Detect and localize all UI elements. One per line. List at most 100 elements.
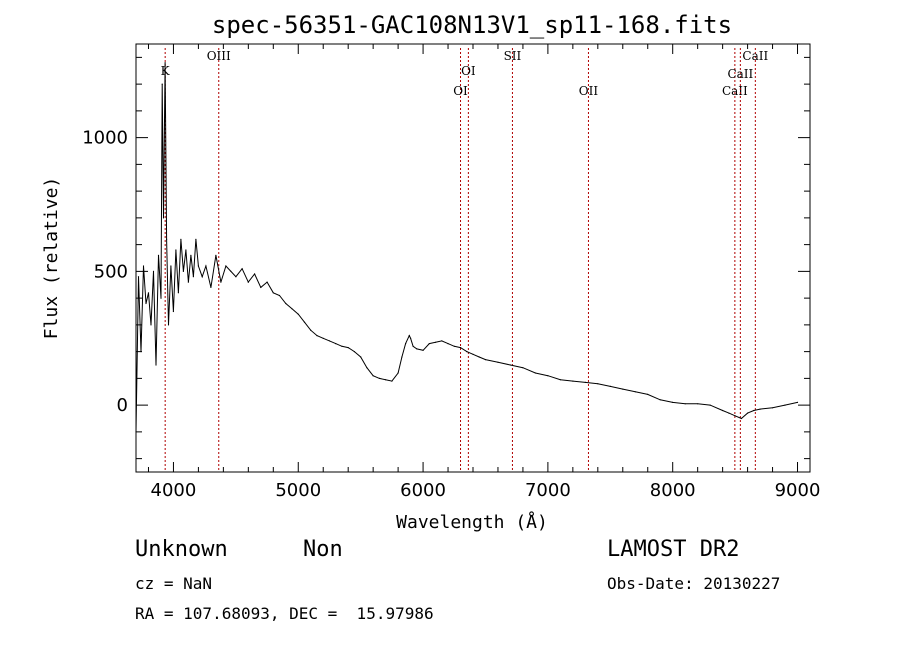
line-marker-label: K bbox=[161, 64, 171, 78]
spectrum-point bbox=[405, 343, 407, 345]
spectrum-point bbox=[391, 380, 393, 382]
coordinates-label: RA = 107.68093, DEC = 15.97986 bbox=[135, 604, 434, 623]
line-marker-label: CaII bbox=[742, 49, 768, 63]
line-marker-label: OI bbox=[461, 64, 476, 78]
spectrum-point bbox=[195, 238, 197, 240]
spectrum-point bbox=[175, 249, 177, 251]
spectrum-point bbox=[497, 361, 499, 363]
spectrum-point bbox=[152, 270, 155, 272]
y-axis-label: Flux (relative) bbox=[41, 177, 62, 340]
spectrum-point bbox=[772, 407, 774, 409]
spectrum-point bbox=[187, 281, 189, 283]
spectrum-point bbox=[428, 343, 430, 345]
spectrum-point bbox=[254, 273, 256, 275]
spectrum-point bbox=[634, 391, 636, 393]
emission-line-markers: K OIII OI OI OII SII CaII CaII CaII bbox=[161, 48, 768, 472]
spectrum-point bbox=[205, 265, 207, 267]
x-tick-label: 6000 bbox=[400, 480, 446, 501]
spectrum-point bbox=[659, 399, 661, 401]
spectrum-point bbox=[609, 385, 611, 387]
subclass-label: Non bbox=[303, 537, 343, 562]
spectrum-point bbox=[459, 347, 462, 349]
spectrum-point bbox=[728, 412, 730, 414]
x-axis-ticks: 4000 5000 6000 7000 8000 9000 bbox=[147, 44, 821, 501]
spectrum-point bbox=[316, 335, 318, 337]
spectrum-point bbox=[167, 324, 170, 326]
x-tick-label: 9000 bbox=[775, 480, 821, 501]
spectrum-point bbox=[177, 292, 179, 294]
spectrum-point bbox=[135, 431, 137, 433]
spectrum-point bbox=[784, 404, 786, 406]
spectrum-point bbox=[155, 364, 157, 366]
spectrum-point bbox=[182, 270, 184, 272]
spectrum-point bbox=[147, 292, 150, 294]
spectrum-point bbox=[328, 340, 331, 342]
line-marker-label: CaII bbox=[722, 84, 748, 98]
spectrum-point bbox=[547, 375, 549, 377]
spectrum-point bbox=[401, 356, 403, 358]
spectrum-point bbox=[297, 313, 299, 315]
spectrum-point bbox=[285, 302, 287, 305]
chart-title: spec-56351-GAC108N13V1_sp11-168.fits bbox=[212, 11, 732, 39]
spectrum-point bbox=[201, 276, 203, 278]
spectrum-point bbox=[509, 364, 511, 366]
spectrum-point bbox=[161, 83, 163, 85]
spectrum-point bbox=[145, 302, 147, 305]
spectrum-point bbox=[522, 367, 524, 369]
spectrum-point bbox=[225, 265, 227, 267]
spectrum-point bbox=[247, 281, 249, 283]
spectrum-point bbox=[260, 286, 262, 288]
spectrum-point bbox=[747, 412, 749, 414]
spectrum-point bbox=[215, 254, 217, 256]
spectrum-point bbox=[170, 265, 172, 267]
spectrum-point bbox=[422, 349, 424, 351]
spectrum-series bbox=[135, 62, 799, 433]
spectrum-point bbox=[140, 351, 142, 353]
spectrum-point bbox=[697, 403, 699, 405]
spectrum-point bbox=[740, 417, 743, 420]
plot-frame bbox=[135, 43, 811, 473]
obs-date-label: Obs-Date: 20130227 bbox=[607, 574, 781, 593]
spectrum-point bbox=[360, 356, 362, 358]
spectrum-line bbox=[135, 62, 798, 432]
plot-border bbox=[135, 43, 811, 473]
spectrum-point bbox=[192, 276, 194, 278]
spectrum-point bbox=[353, 351, 355, 353]
y-tick-label: 1000 bbox=[82, 128, 128, 149]
y-tick-label: 500 bbox=[94, 261, 128, 282]
redshift-label: cz = NaN bbox=[135, 574, 213, 593]
spectrum-point bbox=[572, 380, 574, 382]
spectrum-point bbox=[453, 345, 455, 347]
spectrum-point bbox=[303, 321, 306, 323]
spectrum-point bbox=[278, 294, 281, 297]
spectrum-point bbox=[466, 351, 468, 353]
spectrum-point bbox=[185, 249, 187, 251]
spectrum-point bbox=[408, 335, 410, 337]
spectrum-point bbox=[241, 268, 243, 270]
spectrum-point bbox=[722, 409, 724, 412]
spectrum-point bbox=[341, 345, 343, 347]
survey-label: LAMOST DR2 bbox=[607, 537, 740, 562]
spectrum-point bbox=[164, 62, 166, 64]
spectrum-point bbox=[160, 297, 162, 299]
spectrum-point bbox=[310, 329, 312, 331]
spectrum-point bbox=[622, 388, 624, 390]
spectrum-point bbox=[759, 408, 761, 410]
spectrum-point bbox=[197, 265, 199, 267]
object-class-label: Unknown bbox=[135, 537, 228, 562]
spectrum-point bbox=[210, 286, 212, 288]
spectrum-point bbox=[190, 254, 192, 256]
spectrum-point bbox=[291, 308, 293, 310]
spectrum-point bbox=[672, 401, 674, 403]
spectrum-point bbox=[347, 347, 349, 349]
spectrum-point bbox=[559, 379, 562, 381]
spectrum-point bbox=[478, 356, 480, 358]
line-marker-label: OII bbox=[579, 84, 599, 98]
spectrum-point bbox=[734, 415, 736, 417]
spectrum-point bbox=[172, 310, 174, 313]
spectrum-point bbox=[266, 281, 268, 283]
x-tick-label: 4000 bbox=[151, 480, 197, 501]
spectrum-point bbox=[180, 238, 182, 240]
spectrum-point bbox=[235, 276, 237, 278]
